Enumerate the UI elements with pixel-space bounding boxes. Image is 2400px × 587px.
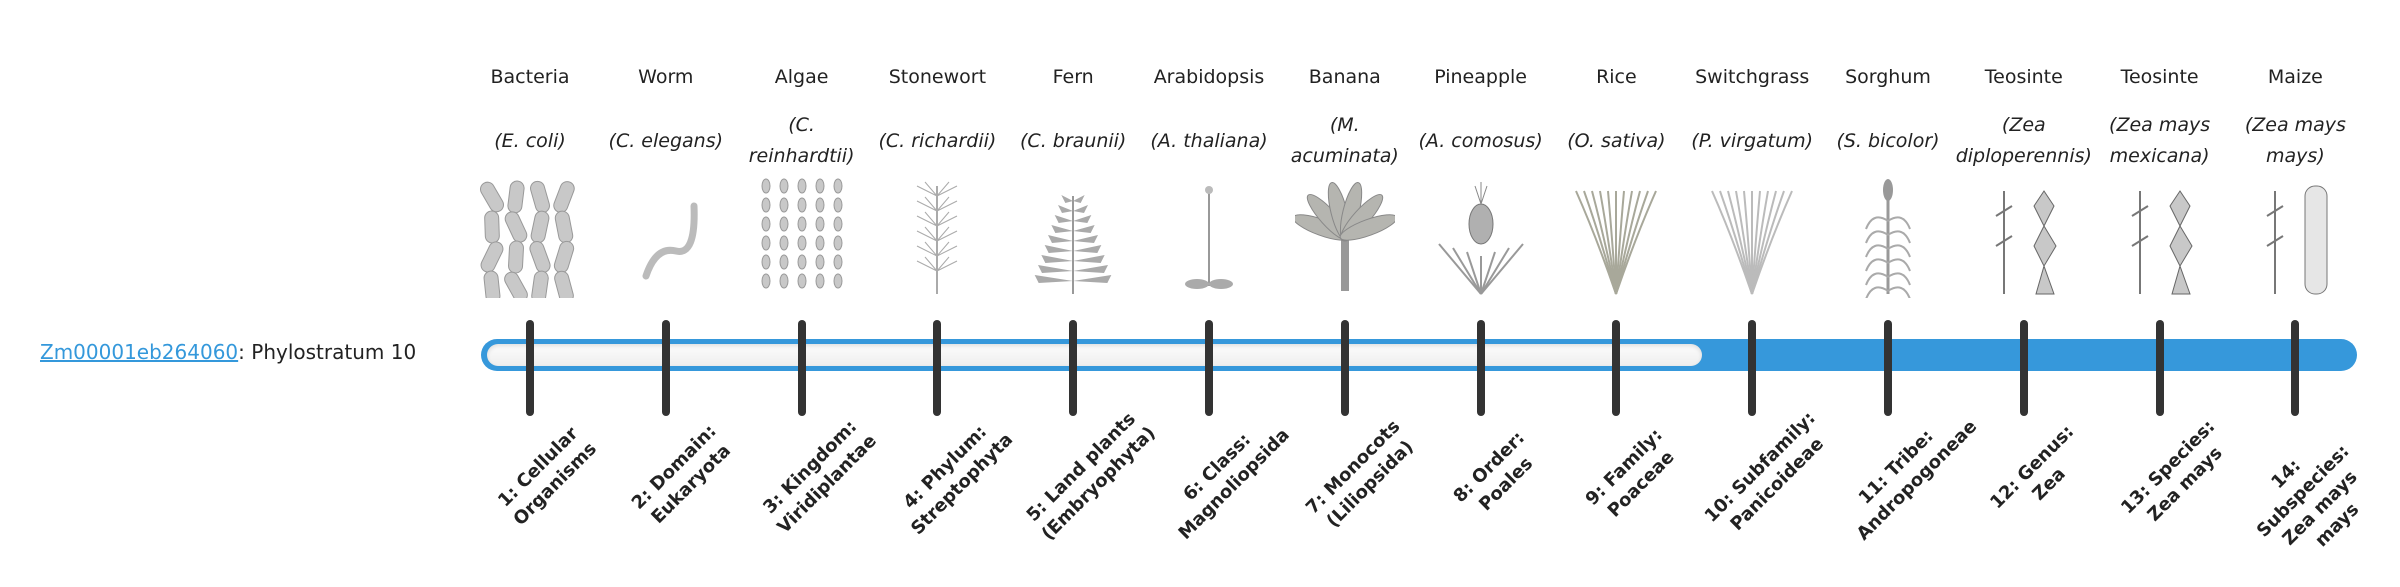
organism-scientific-name: (A. thaliana) [1141, 108, 1277, 174]
phylostratum-tick [2019, 320, 2028, 416]
organism-scientific-name: (C. richardii) [869, 108, 1005, 174]
stonewort-icon [887, 176, 987, 298]
organism-common-name: Banana [1308, 66, 1381, 88]
scientific-name-text: (A. thaliana) [1150, 129, 1268, 152]
phylostratum-level-label: 8: Order: Poales [1449, 427, 1537, 516]
organism-common-name: Switchgrass [1695, 66, 1810, 88]
organism-scientific-name: (A. comosus) [1413, 108, 1549, 174]
organism-scientific-name: (Zea mays mexicana) [2092, 108, 2228, 174]
phylostratum-level-label: 13: Species: Zea mays [2116, 416, 2227, 526]
organism-scientific-name: (C. braunii) [1005, 108, 1141, 174]
phylostratum-level-label: 9: Family: Poaceae [1581, 424, 1679, 522]
algae-icon [752, 176, 852, 298]
phylostratum-level-label: 6: Class: Magnoliopsida [1174, 424, 1294, 544]
phylostratum-tick [2155, 320, 2164, 416]
scientific-name-text: (C. reinhardtii) [748, 114, 855, 167]
scientific-name-text: (O. sativa) [1567, 129, 1666, 152]
organism-common-name: Pineapple [1434, 66, 1527, 88]
phylostratum-level-label: 11: Tribe: Andropogoneae [1852, 416, 1982, 545]
organism-common-name: Sorghum [1845, 66, 1931, 88]
arabidopsis-icon [1159, 176, 1259, 298]
phylostratum-level-label: 14: Subspecies: Zea mays mays [2253, 440, 2364, 552]
organism-common-name: Teosinte [2120, 66, 2199, 88]
phylostratum-tick [526, 320, 534, 416]
scientific-name-text: (C. braunii) [1020, 129, 1127, 152]
phylostratum-level-label: 4: Phylum: Streptophyta [899, 421, 1018, 540]
phylostratum-tick [1884, 320, 1892, 416]
scientific-name-text: (P. virgatum) [1691, 129, 1814, 152]
organism-scientific-name: (E. coli) [462, 108, 598, 174]
worm-icon [616, 176, 716, 298]
bacteria-icon [480, 176, 580, 304]
banana-icon [1292, 176, 1398, 298]
phylostratum-bar [481, 339, 2357, 371]
phylostratum-tick [2291, 320, 2300, 416]
rice-icon [1566, 176, 1666, 298]
phylostratum-tick [1340, 320, 1349, 416]
gene-link[interactable]: Zm00001eb264060 [40, 340, 239, 364]
phylostratum-level-label: 10: Subfamily: Panicoideae [1700, 407, 1829, 535]
organism-scientific-name: (Zea mays mays) [2227, 108, 2363, 174]
phylostratum-tick [1476, 320, 1485, 416]
gene-label: Zm00001eb264060: Phylostratum 10 [40, 340, 416, 364]
sorghum-icon [1838, 176, 1938, 300]
phylostratum-level-label: 7: Monocots (Liliopsida) [1301, 415, 1418, 532]
organism-common-name: Teosinte [1984, 66, 2063, 88]
scientific-name-text: (C. elegans) [608, 129, 724, 152]
organism-common-name: Bacteria [490, 66, 570, 88]
phylostratum-level-label: 3: Kingdom: Viridiplantae [758, 416, 881, 538]
phylostratum-level-label: 2: Domain: Eukaryota [627, 420, 735, 528]
scientific-name-text: (S. bicolor) [1836, 129, 1940, 152]
organism-common-name: Maize [2267, 66, 2323, 88]
scientific-name-text: (E. coli) [494, 129, 566, 152]
phylostratum-level-label: 5: Land plants (Embryophyta) [1022, 408, 1160, 545]
organism-scientific-name: (C. elegans) [598, 108, 734, 174]
phylostratum-tick [933, 320, 942, 416]
phylostratum-level-label: 12: Genus: Zea [1985, 421, 2078, 514]
phylostratum-tick [797, 320, 806, 416]
organism-scientific-name: (O. sativa) [1548, 108, 1684, 174]
scientific-name-text: (Zea diploperennis) [1955, 114, 2092, 167]
organism-common-name: Worm [638, 66, 694, 88]
organism-scientific-name: (Zea diploperennis) [1956, 108, 2092, 174]
organism-common-name: Stonewort [888, 66, 987, 88]
organism-scientific-name: (P. virgatum) [1684, 108, 1820, 174]
scientific-name-text: (Zea mays mays) [2244, 114, 2346, 167]
organism-scientific-name: (C. reinhardtii) [734, 108, 870, 174]
phylostratum-tick [1748, 320, 1757, 416]
teosinte-icon [2110, 176, 2210, 298]
organism-common-name: Fern [1052, 66, 1094, 88]
phylostratum-text: : Phylostratum 10 [238, 340, 417, 364]
scientific-name-text: (A. comosus) [1418, 129, 1543, 152]
organism-common-name: Algae [774, 66, 829, 88]
scientific-name-text: (M. acuminata) [1290, 114, 1399, 167]
phylostratum-tick [1612, 320, 1621, 416]
phylostratum-tick [1205, 320, 1213, 416]
phylostratum-tick [661, 320, 670, 416]
fern-icon [1023, 176, 1123, 298]
scientific-name-text: (Zea mays mexicana) [2109, 114, 2211, 167]
bar-unfilled-track [487, 344, 1703, 366]
organism-common-name: Rice [1596, 66, 1637, 88]
organism-common-name: Arabidopsis [1153, 66, 1265, 88]
phylostratum-tick [1069, 320, 1078, 416]
organism-scientific-name: (S. bicolor) [1820, 108, 1956, 174]
teosinte-icon [1974, 176, 2074, 298]
pineapple-icon [1431, 176, 1531, 298]
scientific-name-text: (C. richardii) [878, 129, 997, 152]
maize-icon [2245, 176, 2345, 298]
switchgrass-icon [1702, 176, 1802, 298]
organism-scientific-name: (M. acuminata) [1277, 108, 1413, 174]
phylostratum-level-label: 1: Cellular Organisms [494, 423, 601, 530]
